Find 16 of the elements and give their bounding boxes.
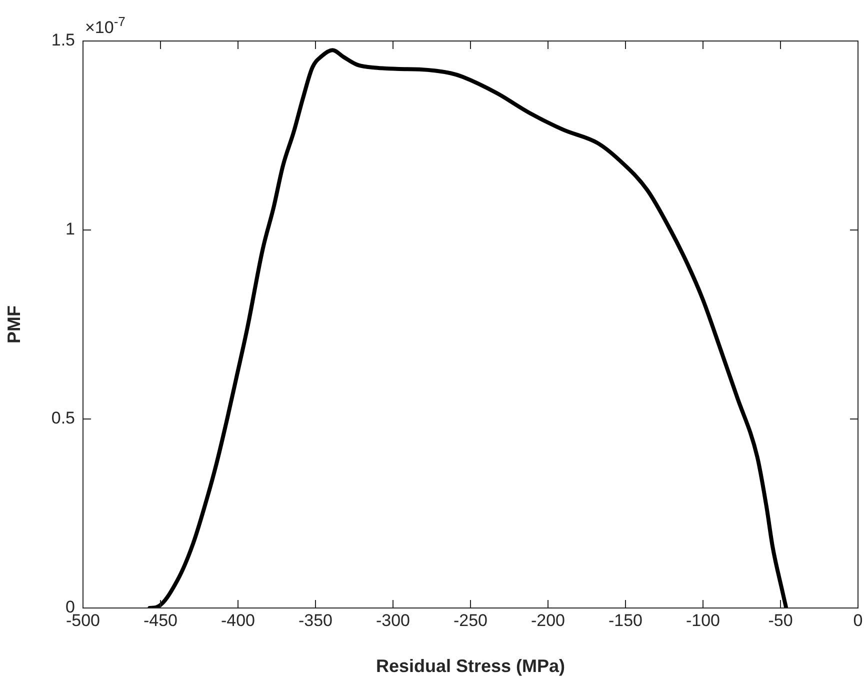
y-axis-title: PMF <box>4 306 24 344</box>
line-series <box>148 48 788 608</box>
x-tick-label: -450 <box>143 610 178 630</box>
x-tick-label: -400 <box>220 610 256 630</box>
x-tick-label: -350 <box>298 610 333 630</box>
x-axis-title: Residual Stress (MPa) <box>376 656 566 676</box>
x-tick-label: 0 <box>853 610 863 630</box>
x-tick-label: -200 <box>530 610 566 630</box>
x-tick-label: -150 <box>608 610 643 630</box>
x-tick-label: -250 <box>453 610 488 630</box>
y-tick-label: 1 <box>66 220 75 239</box>
x-tick-label: -300 <box>376 610 410 630</box>
x-tick-label: -50 <box>768 610 793 630</box>
x-tick-label: -100 <box>686 610 720 630</box>
y-tick-label: 0.5 <box>51 408 75 428</box>
y-tick-label: 1.5 <box>51 30 75 50</box>
